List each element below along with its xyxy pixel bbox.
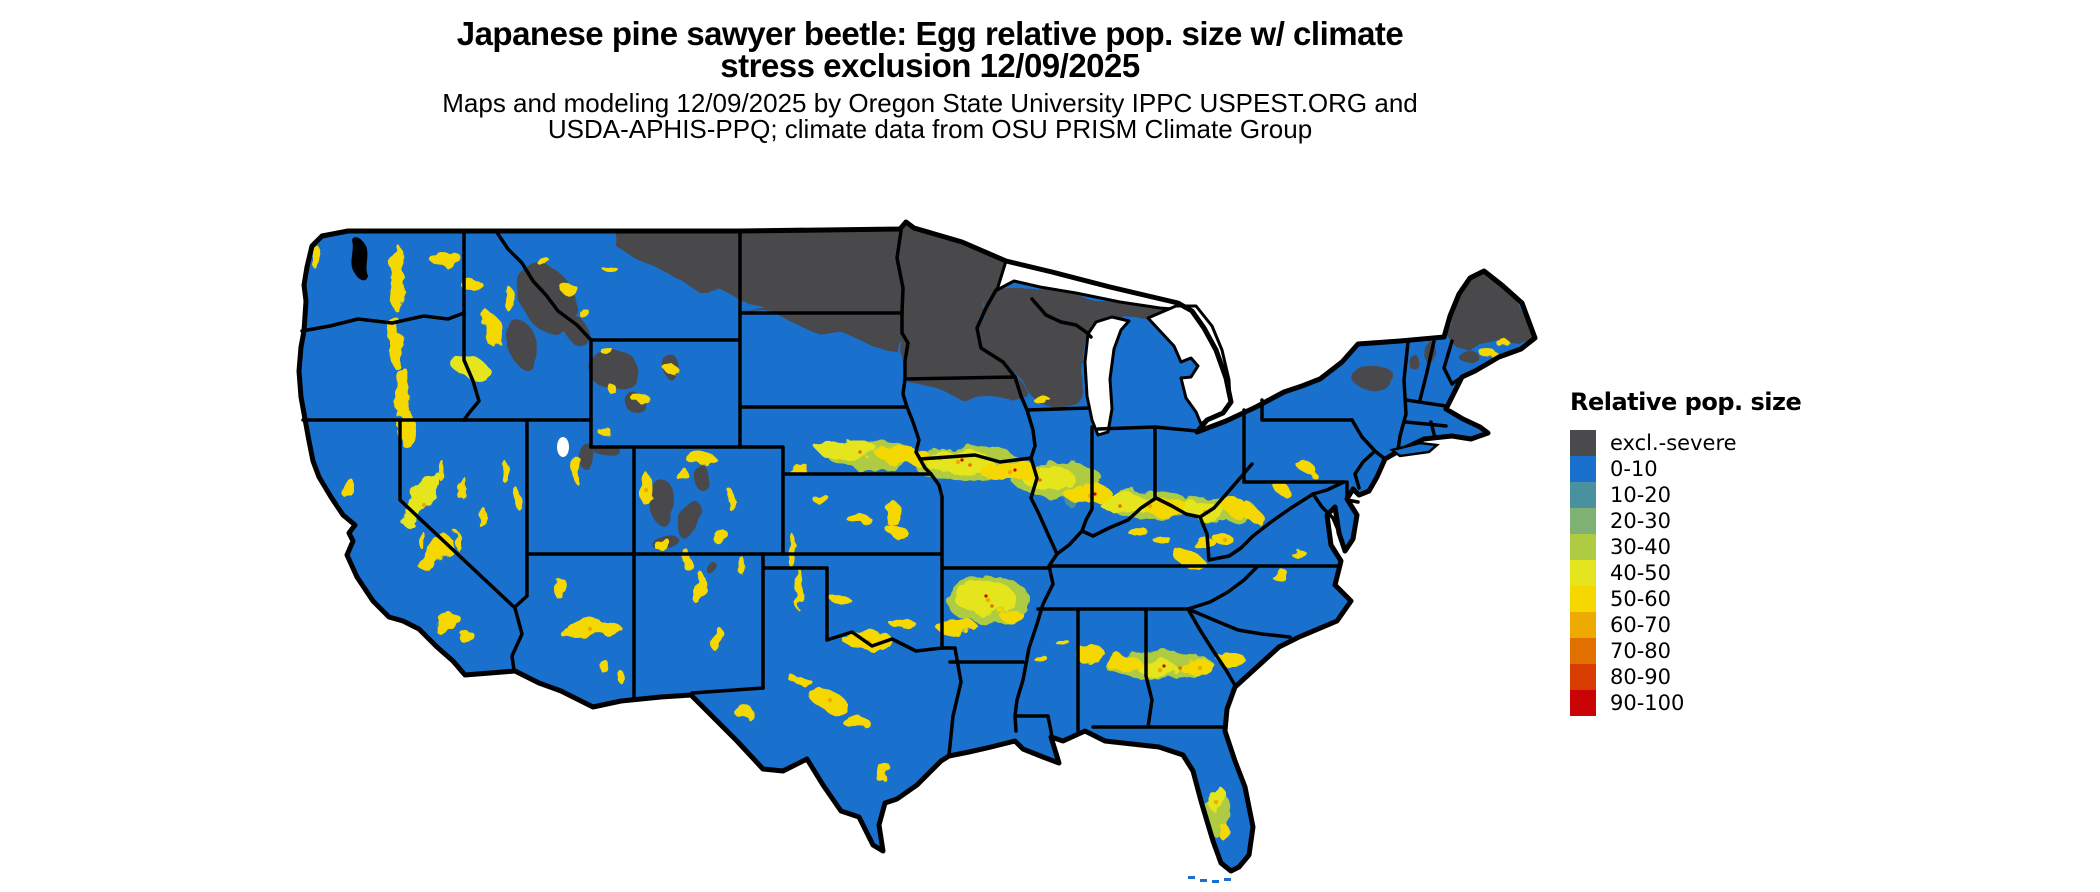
puget-sound-detail [351,237,368,281]
legend-label: 90-100 [1610,691,1685,715]
legend-label: 60-70 [1610,613,1672,637]
map-title-line2: stress exclusion 12/09/2025 [720,47,1140,84]
legend-label: 50-60 [1610,587,1672,611]
map-title: Japanese pine sawyer beetle: Egg relativ… [300,15,1560,84]
great-salt-lake [557,437,569,457]
legend-label: 30-40 [1610,535,1672,559]
legend-swatch [1570,508,1596,534]
legend-entries: excl.-severe 0-10 10-20 20-30 30-40 40-50 50-6… [1570,430,1801,716]
legend-swatch [1570,482,1596,508]
legend-swatch [1570,560,1596,586]
legend-row: 40-50 [1570,560,1801,586]
state-borders [300,229,1464,757]
legend-label: 0-10 [1610,457,1658,481]
legend-row: 50-60 [1570,586,1801,612]
legend-row: 0-10 [1570,456,1801,482]
legend-swatch [1570,430,1596,456]
legend-label: 20-30 [1610,509,1672,533]
legend-swatch [1570,638,1596,664]
legend-swatch [1570,456,1596,482]
legend-row: 70-80 [1570,638,1801,664]
map-title-line1: Japanese pine sawyer beetle: Egg relativ… [456,15,1404,52]
lake-michigan [1083,315,1131,437]
legend-label: excl.-severe [1610,431,1737,455]
legend-row: 30-40 [1570,534,1801,560]
legend-label: 40-50 [1610,561,1672,585]
long-island [1389,441,1440,458]
legend-row: 10-20 [1570,482,1801,508]
legend-swatch [1570,690,1596,716]
legend-row: 80-90 [1570,664,1801,690]
legend-swatch [1570,612,1596,638]
legend-label: 80-90 [1610,665,1672,689]
map-subtitle: Maps and modeling 12/09/2025 by Oregon S… [300,90,1560,142]
legend-label: 70-80 [1610,639,1672,663]
legend-swatch [1570,586,1596,612]
florida-keys [1188,876,1231,883]
legend-swatch [1570,664,1596,690]
legend-label: 10-20 [1610,483,1672,507]
map-subtitle-line2: USDA-APHIS-PPQ; climate data from OSU PR… [547,114,1313,144]
legend-row: 60-70 [1570,612,1801,638]
legend-swatch [1570,534,1596,560]
excluded-severe-areas [506,222,1534,576]
legend-row: 20-30 [1570,508,1801,534]
nation-outline [296,219,1538,883]
legend: Relative pop. size excl.-severe 0-10 10-20… [1570,388,1802,716]
legend-title: Relative pop. size [1570,388,1802,416]
legend-row: 90-100 [1570,690,1801,716]
legend-row: excl.-severe [1570,430,1801,456]
map-subtitle-line1: Maps and modeling 12/09/2025 by Oregon S… [442,88,1418,118]
